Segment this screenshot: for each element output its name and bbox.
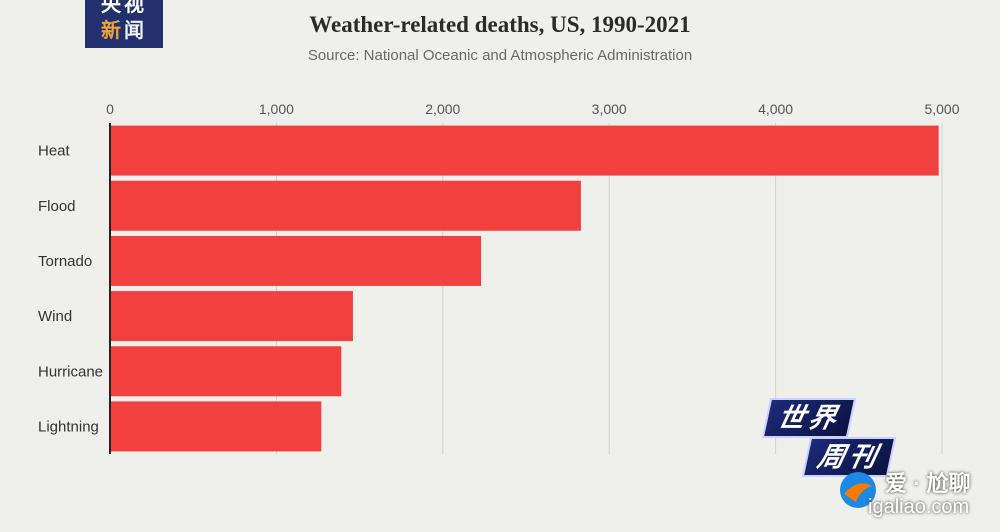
- bar-tornado: [110, 235, 482, 286]
- bird-icon: [840, 472, 876, 508]
- bar-hurricane: [110, 346, 342, 397]
- watermark-site-name: 爱 · 尬聊: [885, 471, 971, 496]
- chart-subtitle: Source: National Oceanic and Atmospheric…: [307, 47, 693, 64]
- category-label-heat: Heat: [38, 143, 71, 160]
- x-tick-label-5000: 5,000: [924, 101, 959, 117]
- show-badge-line1: 世界: [761, 398, 857, 438]
- category-label-wind: Wind: [38, 308, 72, 325]
- bar-lightning: [110, 401, 322, 452]
- bar-flood: [110, 180, 581, 231]
- x-tick-label-0: 0: [106, 101, 114, 117]
- x-tick-label-1000: 1,000: [259, 101, 294, 117]
- category-label-tornado: Tornado: [38, 253, 92, 270]
- logo-char-xin: 新: [101, 20, 124, 42]
- cctv-news-logo: 央视 新闻: [85, 0, 163, 48]
- logo-char-wen: 闻: [124, 20, 147, 42]
- logo-line1: 央视: [101, 0, 147, 16]
- logo-line2: 新闻: [85, 14, 163, 43]
- watermark-site-url: igaliao.com: [868, 496, 970, 518]
- bar-heat: [110, 125, 939, 176]
- category-label-flood: Flood: [38, 198, 76, 215]
- category-label-hurricane: Hurricane: [38, 363, 103, 380]
- category-label-lightning: Lightning: [38, 418, 99, 435]
- x-tick-label-4000: 4,000: [758, 101, 793, 117]
- chart-title: Weather-related deaths, US, 1990-2021: [309, 12, 691, 37]
- x-tick-label-3000: 3,000: [592, 101, 627, 117]
- x-tick-label-2000: 2,000: [425, 101, 460, 117]
- bar-wind: [110, 291, 353, 342]
